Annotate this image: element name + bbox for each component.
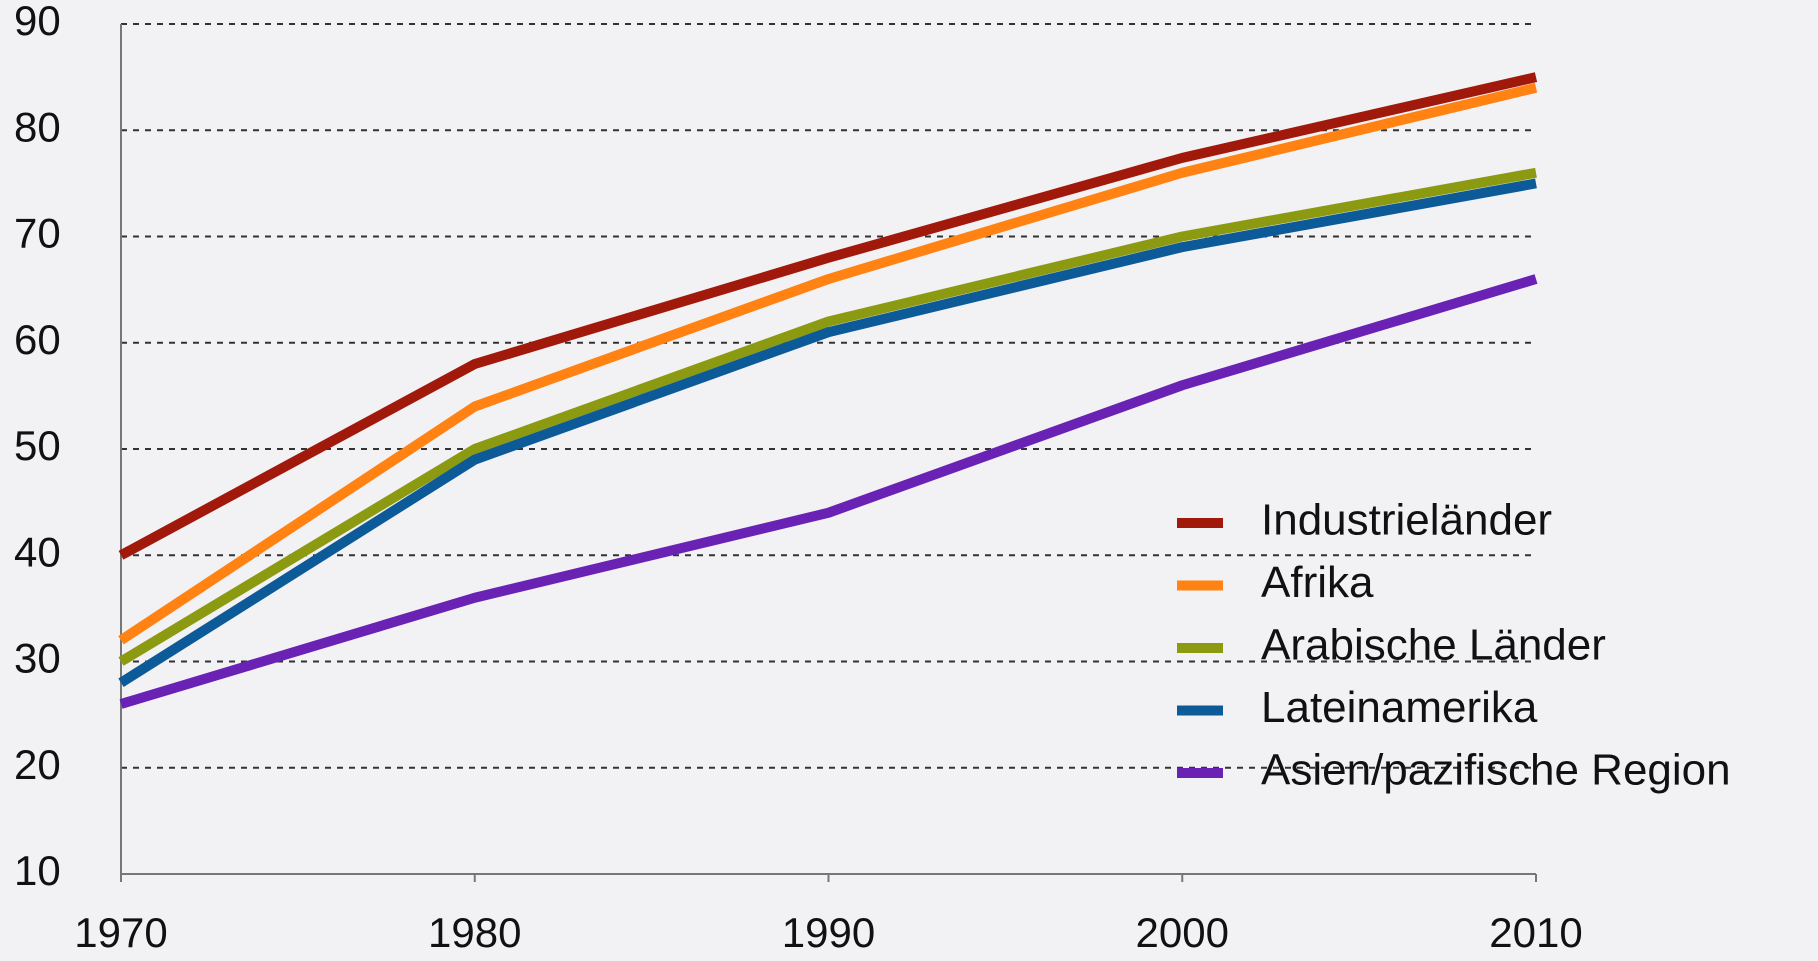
series-line	[118, 72, 1538, 560]
series-line	[118, 167, 1537, 666]
y-tick-label: 60	[14, 316, 61, 363]
series-line	[118, 178, 1537, 687]
y-tick-label: 80	[14, 103, 61, 150]
y-tick-label: 90	[14, 0, 61, 44]
y-tick-label: 50	[14, 422, 61, 469]
series-line	[118, 82, 1538, 645]
y-tick-label: 10	[14, 847, 61, 894]
x-tick-label: 1990	[782, 909, 875, 956]
legend-label: Afrika	[1261, 558, 1374, 607]
legend-label: Lateinamerika	[1261, 683, 1538, 732]
y-tick-label: 20	[14, 741, 61, 788]
x-tick-label: 1970	[74, 909, 167, 956]
x-tick-label: 2010	[1489, 909, 1582, 956]
x-tick-label: 2000	[1136, 909, 1229, 956]
y-tick-label: 30	[14, 635, 61, 682]
legend-label: Asien/pazifische Region	[1261, 746, 1731, 795]
x-tick-label: 1980	[428, 909, 521, 956]
legend-label: Arabische Länder	[1261, 621, 1606, 670]
legend-label: Industrieländer	[1261, 496, 1552, 545]
y-tick-label: 40	[14, 528, 61, 575]
series-line	[119, 274, 1538, 709]
y-tick-label: 70	[14, 210, 61, 257]
